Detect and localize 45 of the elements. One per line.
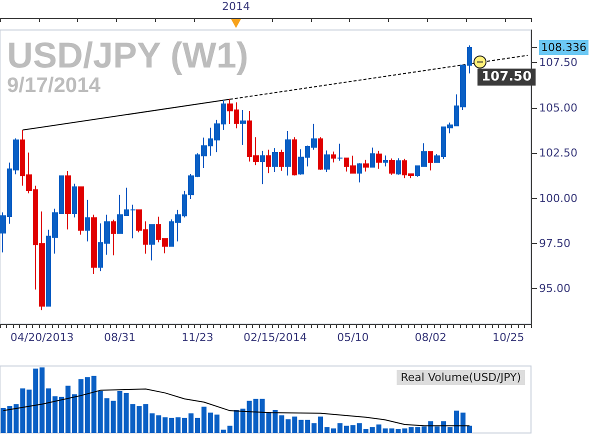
candlestick xyxy=(85,199,90,242)
y-tick-label: 108.336 xyxy=(541,40,586,54)
candlestick xyxy=(324,150,330,173)
chart-title: USD/JPY (W1) xyxy=(7,34,248,76)
x-tick-label: 02/15/2014 xyxy=(244,331,307,344)
candlestick xyxy=(428,151,433,171)
text: 2014 xyxy=(222,0,250,13)
candlestick xyxy=(240,109,246,146)
candlestick xyxy=(331,151,336,163)
candlestick xyxy=(91,214,97,274)
y-tick-label: 102.50 xyxy=(539,146,578,160)
x-tick-label: 11/23 xyxy=(182,331,214,344)
y-tick-label: 105.00 xyxy=(539,101,578,114)
y-tick-label: 100.00 xyxy=(539,192,578,205)
y-tick-label: 95.00 xyxy=(539,282,570,296)
candlestick xyxy=(279,149,284,172)
candlestick xyxy=(78,186,84,236)
x-tick-label: 08/02 xyxy=(414,331,446,344)
candlestick xyxy=(266,149,271,174)
candlestick xyxy=(357,162,362,183)
candlestick xyxy=(292,136,297,176)
candlestick xyxy=(318,136,323,170)
annotation: 107.50 xyxy=(481,70,532,85)
text: 9/17/2014 xyxy=(7,74,101,97)
y-tick-label: 107.50 xyxy=(539,56,578,70)
candlestick xyxy=(111,219,116,256)
candlestick xyxy=(370,147,375,168)
candlestick xyxy=(337,143,343,162)
y-tick-label: 97.50 xyxy=(539,236,570,250)
candlestick xyxy=(72,183,77,218)
candlestick xyxy=(383,155,388,167)
x-tick-label: 05/10 xyxy=(337,331,369,344)
candlestick xyxy=(272,148,278,173)
chart-title: Real Volume(USD/JPY) xyxy=(400,371,522,384)
candlestick xyxy=(396,158,401,176)
candlestick xyxy=(376,150,382,170)
candlestick xyxy=(285,130,291,176)
candlestick xyxy=(149,224,155,261)
x-tick-label: 08/31 xyxy=(104,331,136,344)
candlestick xyxy=(65,170,71,230)
candlestick xyxy=(260,150,265,185)
x-tick-label: 10/25 xyxy=(492,331,524,344)
candlestick xyxy=(363,159,369,172)
candlestick xyxy=(389,158,395,176)
x-tick-label: 04/20/2013 xyxy=(10,331,74,344)
